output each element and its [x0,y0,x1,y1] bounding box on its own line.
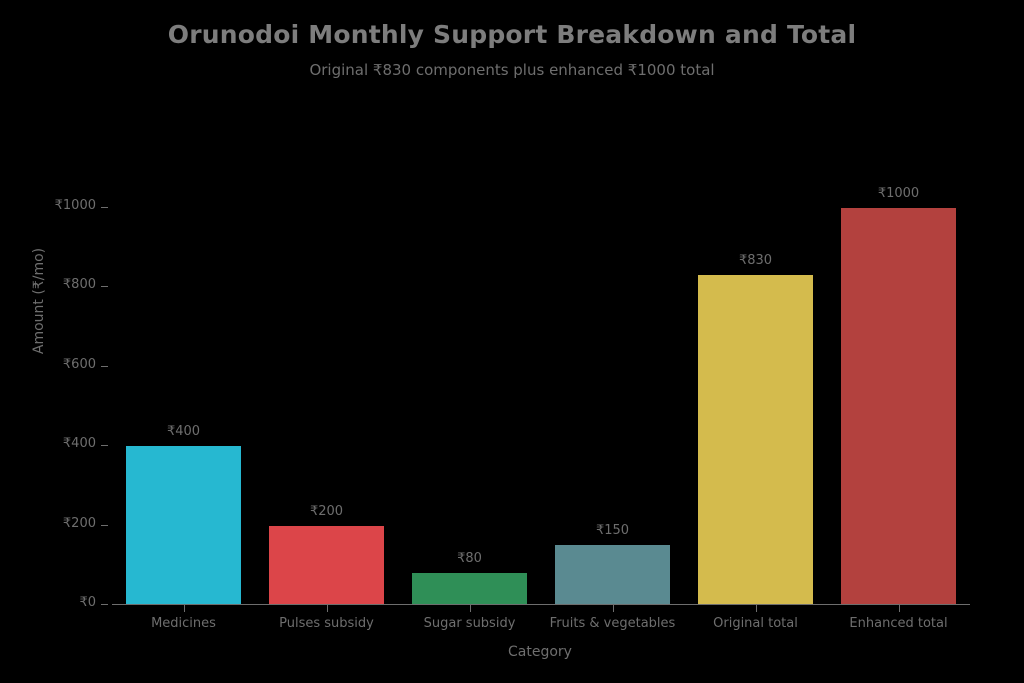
bar-value-label: ₹1000 [877,185,920,201]
y-axis-tick-mark [101,445,108,447]
y-axis-tick-label: ₹0 [79,595,96,610]
plot-area: ₹400 ₹200 ₹80 ₹150 ₹830 ₹1000 [112,183,970,605]
y-axis-tick-mark [101,524,108,526]
bar[interactable] [126,446,241,605]
bar-value-label: ₹200 [309,503,344,519]
x-axis-tick-mark [183,605,185,612]
x-axis-tick-label: Enhanced total [849,616,948,631]
x-axis-title: Category [508,644,572,660]
bar-value-label: ₹150 [595,523,630,539]
chart-title: Orunodoi Monthly Support Breakdown and T… [167,20,857,49]
x-axis-tick-mark [898,605,900,612]
bar-value-label: ₹400 [166,424,201,440]
y-axis-tick-mark [101,365,108,367]
bar-group[interactable]: ₹1000 [841,184,956,605]
bar[interactable] [269,525,384,605]
y-axis-tick-label: ₹1000 [54,197,96,213]
y-axis-tick-mark [101,206,108,208]
bar-value-label: ₹830 [738,253,773,269]
y-axis-tick-mark [101,286,108,288]
x-axis-tick-label: Sugar subsidy [423,616,516,631]
y-axis-tick-mark [101,604,108,605]
bar-group[interactable]: ₹150 [555,184,670,605]
bar-group[interactable]: ₹400 [126,184,241,605]
x-axis-tick-mark [612,605,614,612]
x-axis-tick-label: Original total [713,616,798,631]
x-axis-tick-label: Fruits & vegetables [549,616,676,631]
bar[interactable] [841,207,956,605]
x-axis-tick-mark [326,605,328,612]
bar-group[interactable]: ₹80 [412,184,527,605]
y-axis-tick-label: ₹400 [62,436,96,452]
bar-group[interactable]: ₹830 [698,184,813,605]
y-axis-tick-label: ₹600 [62,356,96,372]
bar-value-label: ₹80 [457,551,482,567]
x-axis-tick-mark [755,605,757,612]
bar[interactable] [555,545,670,605]
bar[interactable] [698,275,813,605]
x-axis-tick-mark [469,605,471,612]
y-axis-tick-label: ₹200 [62,515,96,531]
chart-subtitle: Original ₹830 components plus enhanced ₹… [309,61,715,79]
y-axis-tick-label: ₹800 [62,277,96,293]
x-axis-line [112,604,970,605]
y-axis-title: Amount (₹/mo) [31,247,47,355]
bar[interactable] [412,573,527,605]
x-axis-tick-label: Medicines [151,616,216,631]
bar-group[interactable]: ₹200 [269,184,384,605]
x-axis-tick-label: Pulses subsidy [279,616,374,631]
